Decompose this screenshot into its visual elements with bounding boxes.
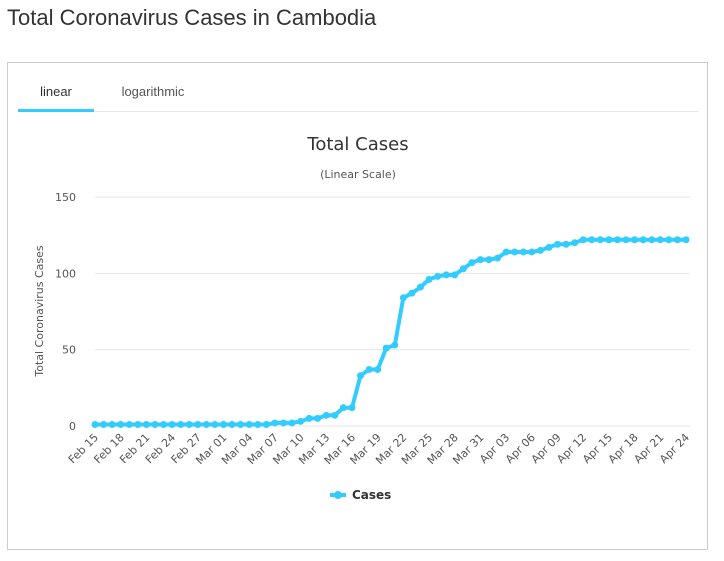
data-point — [211, 420, 219, 428]
data-point — [305, 414, 313, 422]
data-point — [297, 417, 305, 425]
data-point — [237, 420, 245, 428]
data-point — [391, 341, 399, 349]
data-point — [254, 420, 262, 428]
y-tick-label: 150 — [55, 191, 76, 204]
series-line-cases — [93, 237, 688, 427]
data-point — [177, 420, 185, 428]
data-point — [631, 236, 639, 244]
y-axis-title: Total Coronavirus Cases — [33, 245, 46, 378]
data-point — [288, 419, 296, 427]
data-point — [451, 271, 459, 279]
y-tick-label: 50 — [62, 344, 76, 357]
data-point — [536, 246, 544, 254]
data-point — [622, 236, 630, 244]
data-point — [648, 236, 656, 244]
data-point — [425, 275, 433, 283]
data-point — [228, 420, 236, 428]
data-point — [245, 420, 253, 428]
data-point — [682, 236, 690, 244]
data-point — [545, 243, 553, 251]
data-point — [579, 236, 587, 244]
chart-title: Total Cases — [306, 134, 408, 155]
data-point — [596, 236, 604, 244]
data-point — [554, 240, 562, 248]
data-point — [408, 289, 416, 297]
data-point — [314, 414, 322, 422]
data-point — [673, 236, 681, 244]
data-point — [416, 283, 424, 291]
data-point — [528, 248, 536, 256]
data-point — [348, 404, 356, 412]
data-point — [168, 420, 176, 428]
data-point — [125, 420, 133, 428]
data-point — [279, 419, 287, 427]
data-point — [262, 420, 270, 428]
data-point — [134, 420, 142, 428]
data-point — [91, 420, 99, 428]
data-point — [151, 420, 159, 428]
data-point — [468, 259, 476, 267]
y-axis-ticks: 0 50 100 150 — [55, 191, 76, 433]
grid-layer — [95, 196, 690, 427]
data-point — [374, 366, 382, 374]
scale-tabs: linear logarithmic — [18, 73, 698, 112]
data-point — [100, 420, 108, 428]
data-point — [562, 240, 570, 248]
data-point — [108, 420, 116, 428]
data-point — [502, 248, 510, 256]
data-point — [571, 239, 579, 247]
data-point — [588, 236, 596, 244]
data-point — [117, 420, 125, 428]
data-point — [485, 256, 493, 264]
data-point — [202, 420, 210, 428]
y-tick-label: 0 — [69, 420, 76, 433]
data-point — [434, 272, 442, 280]
data-point — [442, 271, 450, 279]
legend[interactable]: Cases — [330, 488, 391, 502]
y-tick-label: 100 — [55, 267, 76, 280]
data-point — [382, 344, 390, 352]
data-point — [271, 419, 279, 427]
data-point — [219, 420, 227, 428]
series-layer — [91, 236, 690, 428]
data-point — [639, 236, 647, 244]
data-point — [476, 256, 484, 264]
data-point — [357, 372, 365, 380]
chart-subtitle: (Linear Scale) — [320, 168, 396, 181]
data-point — [459, 265, 467, 273]
data-point — [194, 420, 202, 428]
page-title: Total Coronavirus Cases in Cambodia — [7, 5, 377, 30]
chart-panel: linear logarithmic Total Cases (Linear S… — [7, 62, 708, 550]
data-point — [511, 248, 519, 256]
legend-marker — [334, 491, 342, 499]
tab-logarithmic[interactable]: logarithmic — [121, 84, 185, 99]
data-point — [605, 236, 613, 244]
tab-linear[interactable]: linear — [18, 73, 94, 112]
data-point — [365, 366, 373, 374]
data-point — [399, 294, 407, 302]
chart-svg: Total Cases (Linear Scale) Total Coronav… — [33, 134, 692, 502]
data-point — [519, 248, 527, 256]
data-point — [613, 236, 621, 244]
data-point — [160, 420, 168, 428]
data-point — [331, 411, 339, 419]
data-point — [656, 236, 664, 244]
data-point — [494, 254, 502, 262]
data-point — [665, 236, 673, 244]
data-point — [322, 411, 330, 419]
data-point — [339, 404, 347, 412]
data-point — [185, 420, 193, 428]
data-point — [142, 420, 150, 428]
legend-label-cases: Cases — [352, 488, 391, 502]
